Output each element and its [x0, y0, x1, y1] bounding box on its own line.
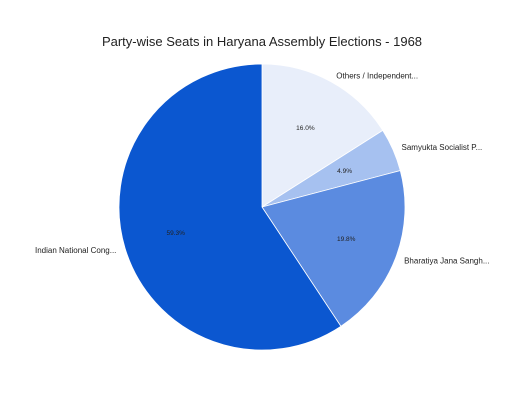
slice-percent-label: 16.0% [296, 125, 315, 132]
slice-percent-label: 59.3% [166, 230, 185, 237]
pie-slice [261, 63, 384, 208]
pie-slices [118, 63, 406, 351]
slice-category-label: Bharatiya Jana Sangh... [404, 257, 489, 266]
pie-slice [261, 170, 406, 327]
pie-slice [118, 63, 342, 351]
slice-category-label: Others / Independent... [336, 72, 418, 81]
slice-percent-label: 4.9% [337, 168, 352, 175]
slice-category-label: Indian National Cong... [35, 246, 116, 255]
slice-category-label: Samyukta Socialist P... [402, 143, 483, 152]
chart-title: Party-wise Seats in Haryana Assembly Ele… [102, 34, 422, 49]
percent-labels: 16.0% 4.9% 19.8% 59.3% [166, 125, 355, 243]
category-labels: Others / Independent... Samyukta Socialis… [35, 72, 489, 266]
slice-percent-label: 19.8% [337, 236, 356, 243]
